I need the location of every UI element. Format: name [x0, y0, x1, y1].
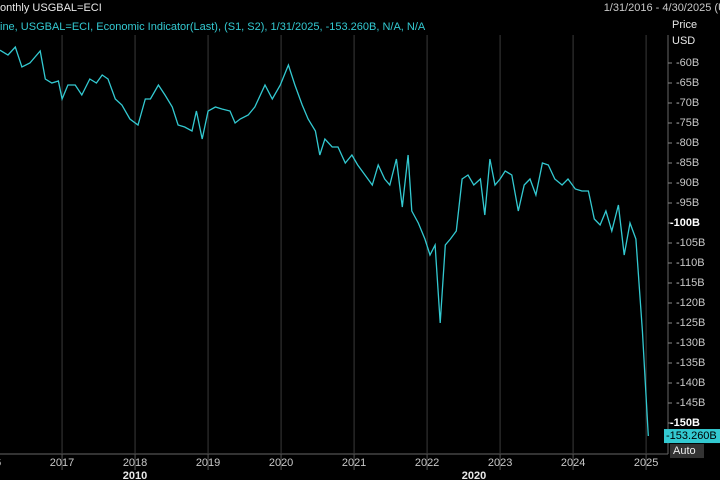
y-tick-label: -70B — [676, 97, 699, 109]
y-axis-label: Price — [672, 19, 697, 31]
y-tick-label: -75B — [676, 117, 699, 129]
y-tick-label: -60B — [676, 57, 699, 69]
y-tick-label: -120B — [676, 297, 705, 309]
chart-title: onthly USGBAL=ECI — [0, 2, 102, 14]
scale-mode[interactable]: Auto — [673, 445, 696, 457]
y-tick-label: -125B — [676, 317, 705, 329]
x-tick-label: 2018 — [123, 457, 147, 469]
data-line — [0, 45, 649, 437]
last-value-label: -153.260B — [666, 430, 717, 442]
y-tick-label: -115B — [676, 277, 705, 289]
x-tick-label: 2016 — [0, 457, 1, 469]
y-tick-label: -140B — [676, 377, 705, 389]
y-axis-label: USD — [672, 35, 695, 47]
y-tick-label: -145B — [676, 397, 705, 409]
y-tick-label: -110B — [676, 257, 705, 269]
x-tick-label: 2025 — [634, 457, 658, 469]
x-group-label: 2010 — [123, 470, 147, 480]
x-tick-label: 2019 — [196, 457, 220, 469]
x-group-label: 2020 — [462, 470, 486, 480]
last-value-box — [664, 429, 720, 444]
y-tick-label: -130B — [676, 337, 705, 349]
y-tick-label: -150B — [670, 417, 700, 429]
y-tick-label: -100B — [670, 217, 700, 229]
x-tick-label: 2023 — [488, 457, 512, 469]
scale-mode-box — [670, 444, 704, 459]
x-tick-label: 2022 — [415, 457, 439, 469]
legend-text: ine, USGBAL=ECI, Economic Indicator(Last… — [0, 21, 426, 33]
y-tick-label: -65B — [676, 77, 699, 89]
x-tick-label: 2021 — [342, 457, 366, 469]
y-tick-label: -135B — [676, 357, 705, 369]
y-tick-label: -105B — [676, 237, 705, 249]
date-range: 1/31/2016 - 4/30/2025 (U — [604, 2, 720, 14]
y-tick-label: -90B — [676, 177, 699, 189]
y-tick-label: -80B — [676, 137, 699, 149]
x-tick-label: 2017 — [50, 457, 74, 469]
x-tick-label: 2024 — [561, 457, 585, 469]
x-tick-label: 2020 — [269, 457, 293, 469]
y-tick-label: -85B — [676, 157, 699, 169]
y-tick-label: -95B — [676, 197, 699, 209]
